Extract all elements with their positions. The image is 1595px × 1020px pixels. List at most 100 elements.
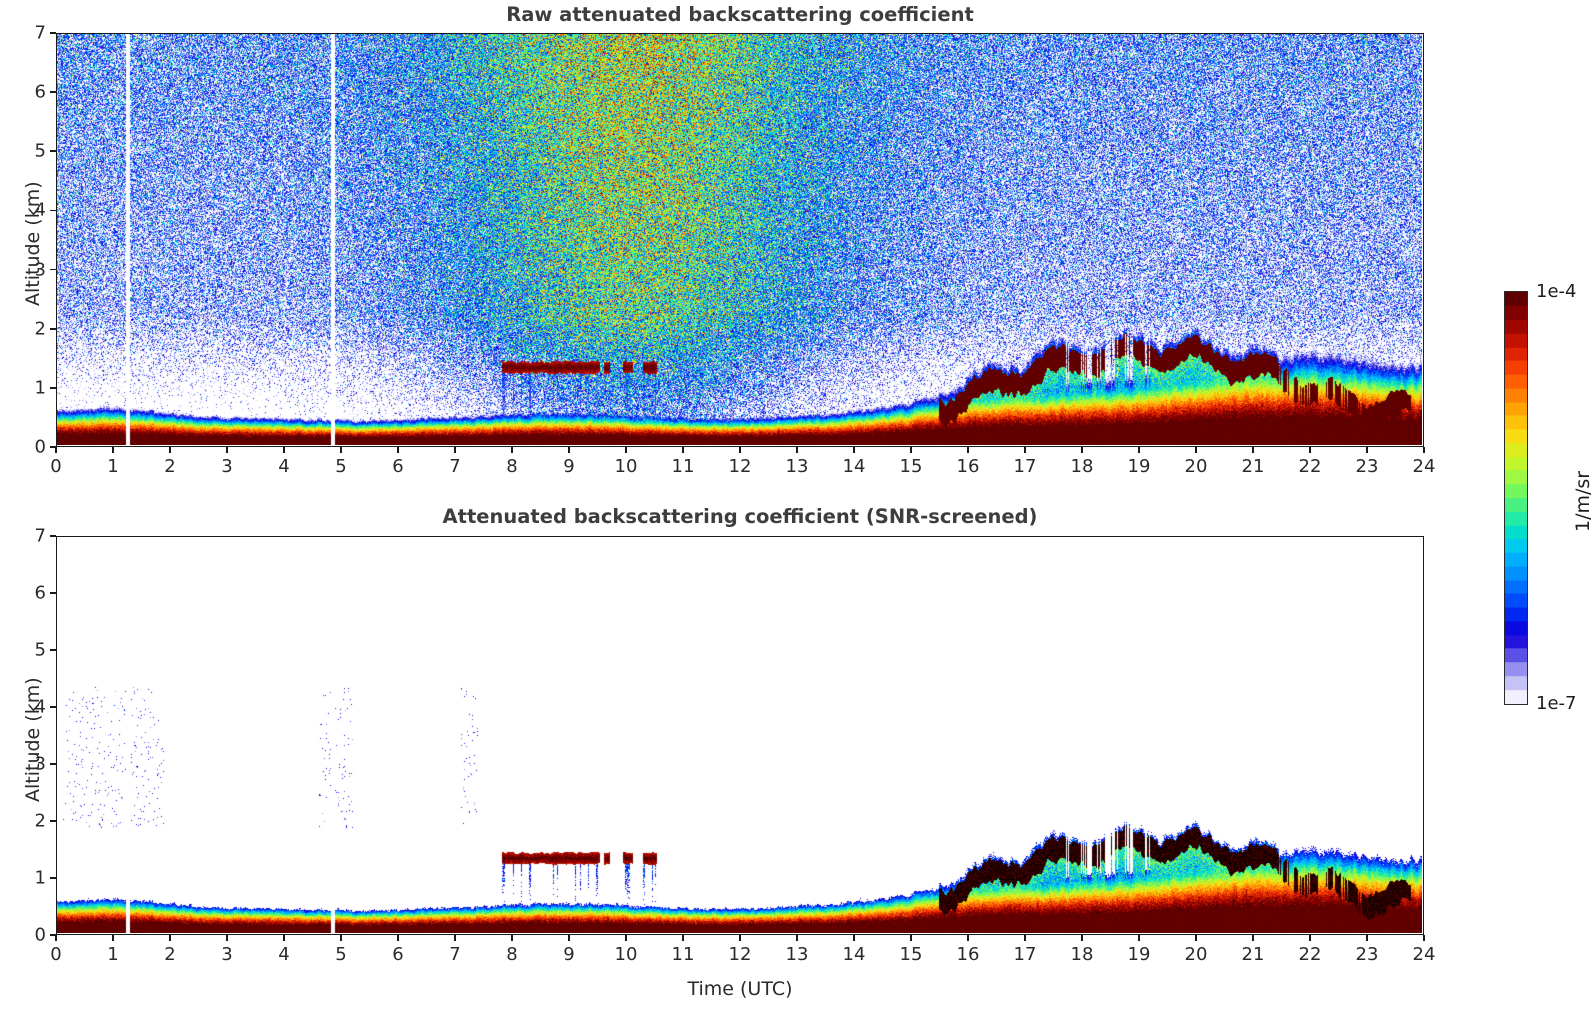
- colorbar-title: 1/m/sr: [1572, 470, 1594, 532]
- x-tick-label: 3: [221, 456, 233, 477]
- x-tick-label: 22: [1298, 944, 1322, 965]
- x-tick: [796, 935, 798, 941]
- x-tick: [112, 447, 114, 453]
- x-tick: [967, 935, 969, 941]
- x-tick: [568, 447, 570, 453]
- x-tick: [55, 447, 57, 453]
- x-tick: [796, 447, 798, 453]
- x-tick-label: 18: [1070, 944, 1094, 965]
- x-tick: [1024, 447, 1026, 453]
- x-tick-label: 23: [1355, 456, 1379, 477]
- x-tick: [340, 935, 342, 941]
- x-tick-label: 0: [50, 944, 62, 965]
- x-tick-label: 22: [1298, 456, 1322, 477]
- y-tick: [50, 91, 56, 93]
- x-tick-label: 13: [785, 456, 809, 477]
- x-tick-label: 0: [50, 456, 62, 477]
- x-tick-label: 6: [392, 944, 404, 965]
- y-tick-label: 0: [34, 436, 46, 458]
- plot-area-screened: [56, 536, 1424, 935]
- x-tick: [1366, 447, 1368, 453]
- x-tick: [397, 447, 399, 453]
- x-tick: [1195, 935, 1197, 941]
- x-tick-label: 12: [728, 944, 752, 965]
- x-tick: [169, 447, 171, 453]
- x-tick: [454, 935, 456, 941]
- y-tick-label: 6: [34, 81, 46, 103]
- x-tick-label: 14: [842, 944, 866, 965]
- x-tick: [112, 935, 114, 941]
- x-tick: [1024, 935, 1026, 941]
- x-tick-label: 15: [899, 944, 923, 965]
- x-tick: [511, 935, 513, 941]
- x-tick-label: 19: [1127, 944, 1151, 965]
- x-tick-label: 11: [671, 944, 695, 965]
- x-tick-label: 20: [1184, 944, 1208, 965]
- y-tick: [50, 387, 56, 389]
- x-tick-label: 15: [899, 456, 923, 477]
- x-tick-label: 5: [335, 944, 347, 965]
- y-tick: [50, 934, 56, 936]
- y-tick: [50, 592, 56, 594]
- x-tick: [1081, 935, 1083, 941]
- y-tick-label: 4: [34, 199, 46, 221]
- x-tick: [625, 447, 627, 453]
- y-tick: [50, 649, 56, 651]
- x-tick: [1366, 935, 1368, 941]
- x-tick-label: 7: [449, 944, 461, 965]
- colorbar-max-label: 1e-4: [1536, 281, 1577, 302]
- y-tick-label: 2: [34, 810, 46, 832]
- x-tick: [226, 935, 228, 941]
- x-tick-label: 3: [221, 944, 233, 965]
- x-tick-label: 19: [1127, 456, 1151, 477]
- x-tick-label: 9: [563, 944, 575, 965]
- panel-title-raw: Raw attenuated backscattering coefficien…: [506, 3, 974, 26]
- x-tick-label: 23: [1355, 944, 1379, 965]
- x-tick-label: 21: [1241, 456, 1265, 477]
- x-tick: [1195, 447, 1197, 453]
- x-axis-title-time: Time (UTC): [687, 978, 793, 1000]
- x-tick-label: 13: [785, 944, 809, 965]
- x-tick-label: 4: [278, 944, 290, 965]
- y-tick-label: 7: [34, 22, 46, 44]
- x-tick: [1309, 935, 1311, 941]
- y-tick: [50, 706, 56, 708]
- x-tick-label: 10: [614, 944, 638, 965]
- x-tick-label: 24: [1412, 456, 1436, 477]
- x-tick-label: 4: [278, 456, 290, 477]
- x-tick: [739, 935, 741, 941]
- x-tick-label: 7: [449, 456, 461, 477]
- x-tick: [853, 447, 855, 453]
- x-tick-label: 1: [107, 944, 119, 965]
- y-tick-label: 3: [34, 753, 46, 775]
- x-tick: [1252, 935, 1254, 941]
- x-tick: [682, 935, 684, 941]
- x-tick: [910, 935, 912, 941]
- panel-title-screened: Attenuated backscattering coefficient (S…: [442, 505, 1038, 528]
- y-tick: [50, 446, 56, 448]
- x-tick: [397, 935, 399, 941]
- y-tick-label: 1: [34, 377, 46, 399]
- x-tick: [454, 447, 456, 453]
- x-tick-label: 10: [614, 456, 638, 477]
- x-tick: [1138, 935, 1140, 941]
- x-tick: [910, 447, 912, 453]
- y-tick-label: 7: [34, 525, 46, 547]
- y-tick-label: 1: [34, 867, 46, 889]
- x-tick: [169, 935, 171, 941]
- x-tick: [853, 935, 855, 941]
- x-tick-label: 14: [842, 456, 866, 477]
- x-tick-label: 2: [164, 944, 176, 965]
- x-tick: [1423, 447, 1425, 453]
- x-tick-label: 5: [335, 456, 347, 477]
- x-tick-label: 8: [506, 944, 518, 965]
- colorbar-min-label: 1e-7: [1536, 693, 1577, 714]
- x-tick-label: 6: [392, 456, 404, 477]
- x-tick-label: 17: [1013, 944, 1037, 965]
- y-tick-label: 0: [34, 924, 46, 946]
- x-tick-label: 24: [1412, 944, 1436, 965]
- x-tick-label: 17: [1013, 456, 1037, 477]
- y-tick: [50, 820, 56, 822]
- x-tick: [1309, 447, 1311, 453]
- x-tick: [283, 935, 285, 941]
